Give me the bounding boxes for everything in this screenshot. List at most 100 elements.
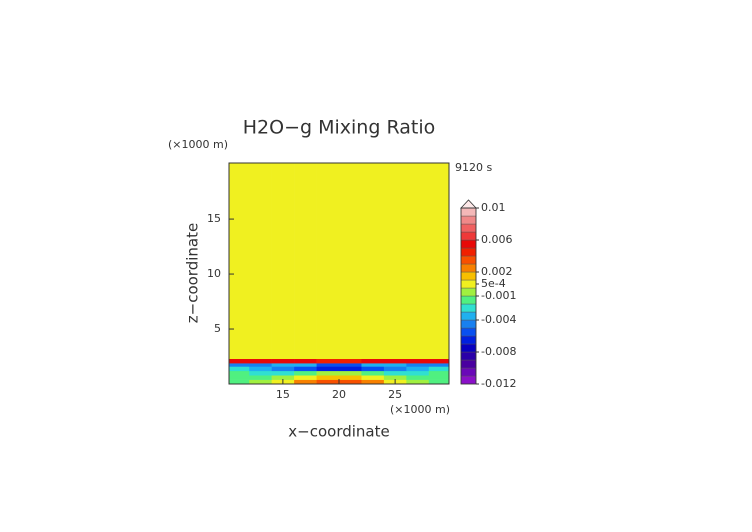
colorbar-tick-label: -0.012 xyxy=(481,377,516,390)
contour-cell xyxy=(406,363,430,367)
y-tick-label: 15 xyxy=(207,212,221,225)
contour-cell xyxy=(406,163,430,360)
colorbar-swatch xyxy=(460,359,477,369)
contour-cell xyxy=(229,366,250,372)
colorbar-swatch xyxy=(460,263,477,273)
colorbar-swatch xyxy=(460,375,477,385)
contour-cell xyxy=(361,358,385,364)
y-unit: (×1000 m) xyxy=(168,138,228,151)
contour-cell xyxy=(294,363,317,367)
y-tick-label: 5 xyxy=(214,322,221,335)
contour-cell xyxy=(249,375,272,380)
y-tick-label: 10 xyxy=(207,267,221,280)
x-tick-label: 15 xyxy=(276,388,290,401)
colorbar-swatch xyxy=(460,351,477,361)
contour-cell xyxy=(316,379,340,385)
colorbar-swatch xyxy=(460,231,477,241)
contour-cell xyxy=(229,379,250,385)
contour-cell xyxy=(383,366,407,372)
colorbar-tick-label: -0.001 xyxy=(481,289,516,302)
contour-cell xyxy=(383,370,407,376)
contour-cell xyxy=(428,375,450,380)
contour-cell xyxy=(428,366,450,372)
contour-cell xyxy=(406,366,430,372)
contour-cell xyxy=(249,163,272,360)
contour-cell xyxy=(294,358,317,364)
contour-cell xyxy=(229,363,250,367)
contour-cell xyxy=(361,379,385,385)
contour-cell xyxy=(249,366,272,372)
contour-cell xyxy=(406,375,430,380)
contour-cell xyxy=(406,358,430,364)
colorbar-swatch xyxy=(460,343,477,353)
contour-cell xyxy=(229,370,250,376)
contour-cell xyxy=(406,370,430,376)
contour-cell xyxy=(316,363,340,367)
contour-cell xyxy=(383,375,407,380)
colorbar-tick-label: -0.004 xyxy=(481,313,516,326)
contour-cell xyxy=(249,363,272,367)
contour-cell xyxy=(339,363,362,367)
colorbar-swatch xyxy=(460,303,477,313)
contour-cell xyxy=(339,375,362,380)
colorbar-swatch xyxy=(460,295,477,305)
contour-cell xyxy=(316,370,340,376)
contour-cell xyxy=(406,379,430,385)
contour-cell xyxy=(249,379,272,385)
colorbar-swatch xyxy=(460,319,477,329)
x-tick-label: 20 xyxy=(332,388,346,401)
contour-cell xyxy=(294,366,317,372)
colorbar-extension xyxy=(460,199,477,209)
contour-cell xyxy=(428,370,450,376)
contour-cell xyxy=(316,375,340,380)
colorbar-swatch xyxy=(460,311,477,321)
contour-cell xyxy=(229,358,250,364)
y-axis-label: z−coordinate xyxy=(184,223,202,323)
contour-cell xyxy=(271,375,295,380)
contour-cell xyxy=(361,163,385,360)
contour-cell xyxy=(294,375,317,380)
contour-cell xyxy=(271,366,295,372)
colorbar-tick-label: 0.002 xyxy=(481,265,513,278)
x-axis-label: x−coordinate xyxy=(288,423,389,441)
contour-cell xyxy=(316,163,340,360)
contour-cell xyxy=(294,370,317,376)
contour-cell xyxy=(428,358,450,364)
contour-cell xyxy=(339,379,362,385)
contour-cell xyxy=(249,370,272,376)
contour-cell xyxy=(316,366,340,372)
time-label: 9120 s xyxy=(455,161,492,174)
contour-cell xyxy=(383,163,407,360)
contour-cell xyxy=(339,370,362,376)
x-tick-label: 25 xyxy=(388,388,402,401)
contour-cell xyxy=(361,363,385,367)
contour-cell xyxy=(339,366,362,372)
contour-cell xyxy=(339,358,362,364)
contour-cell xyxy=(361,375,385,380)
contour-cell xyxy=(428,379,450,385)
contour-cell xyxy=(271,358,295,364)
chart-title: H2O−g Mixing Ratio xyxy=(243,117,435,139)
contour-cell xyxy=(271,363,295,367)
contour-cell xyxy=(249,358,272,364)
contour-cell xyxy=(428,363,450,367)
colorbar-tick-label: 0.01 xyxy=(481,201,506,214)
colorbar-swatch xyxy=(460,215,477,225)
contour-cell xyxy=(383,363,407,367)
contour-cell xyxy=(383,358,407,364)
colorbar-swatch xyxy=(460,223,477,233)
colorbar-swatch xyxy=(460,287,477,297)
contour-cell xyxy=(271,370,295,376)
contour-cell xyxy=(339,163,362,360)
x-unit: (×1000 m) xyxy=(390,403,450,416)
contour-cell xyxy=(229,163,250,360)
colorbar-swatch xyxy=(460,279,477,289)
colorbar-tick-label: 5e-4 xyxy=(481,277,506,290)
colorbar-swatch xyxy=(460,207,477,217)
colorbar-swatch xyxy=(460,335,477,345)
colorbar-swatch xyxy=(460,367,477,377)
colorbar-swatch xyxy=(460,247,477,257)
colorbar-swatch xyxy=(460,327,477,337)
colorbar-tick-label: -0.008 xyxy=(481,345,516,358)
